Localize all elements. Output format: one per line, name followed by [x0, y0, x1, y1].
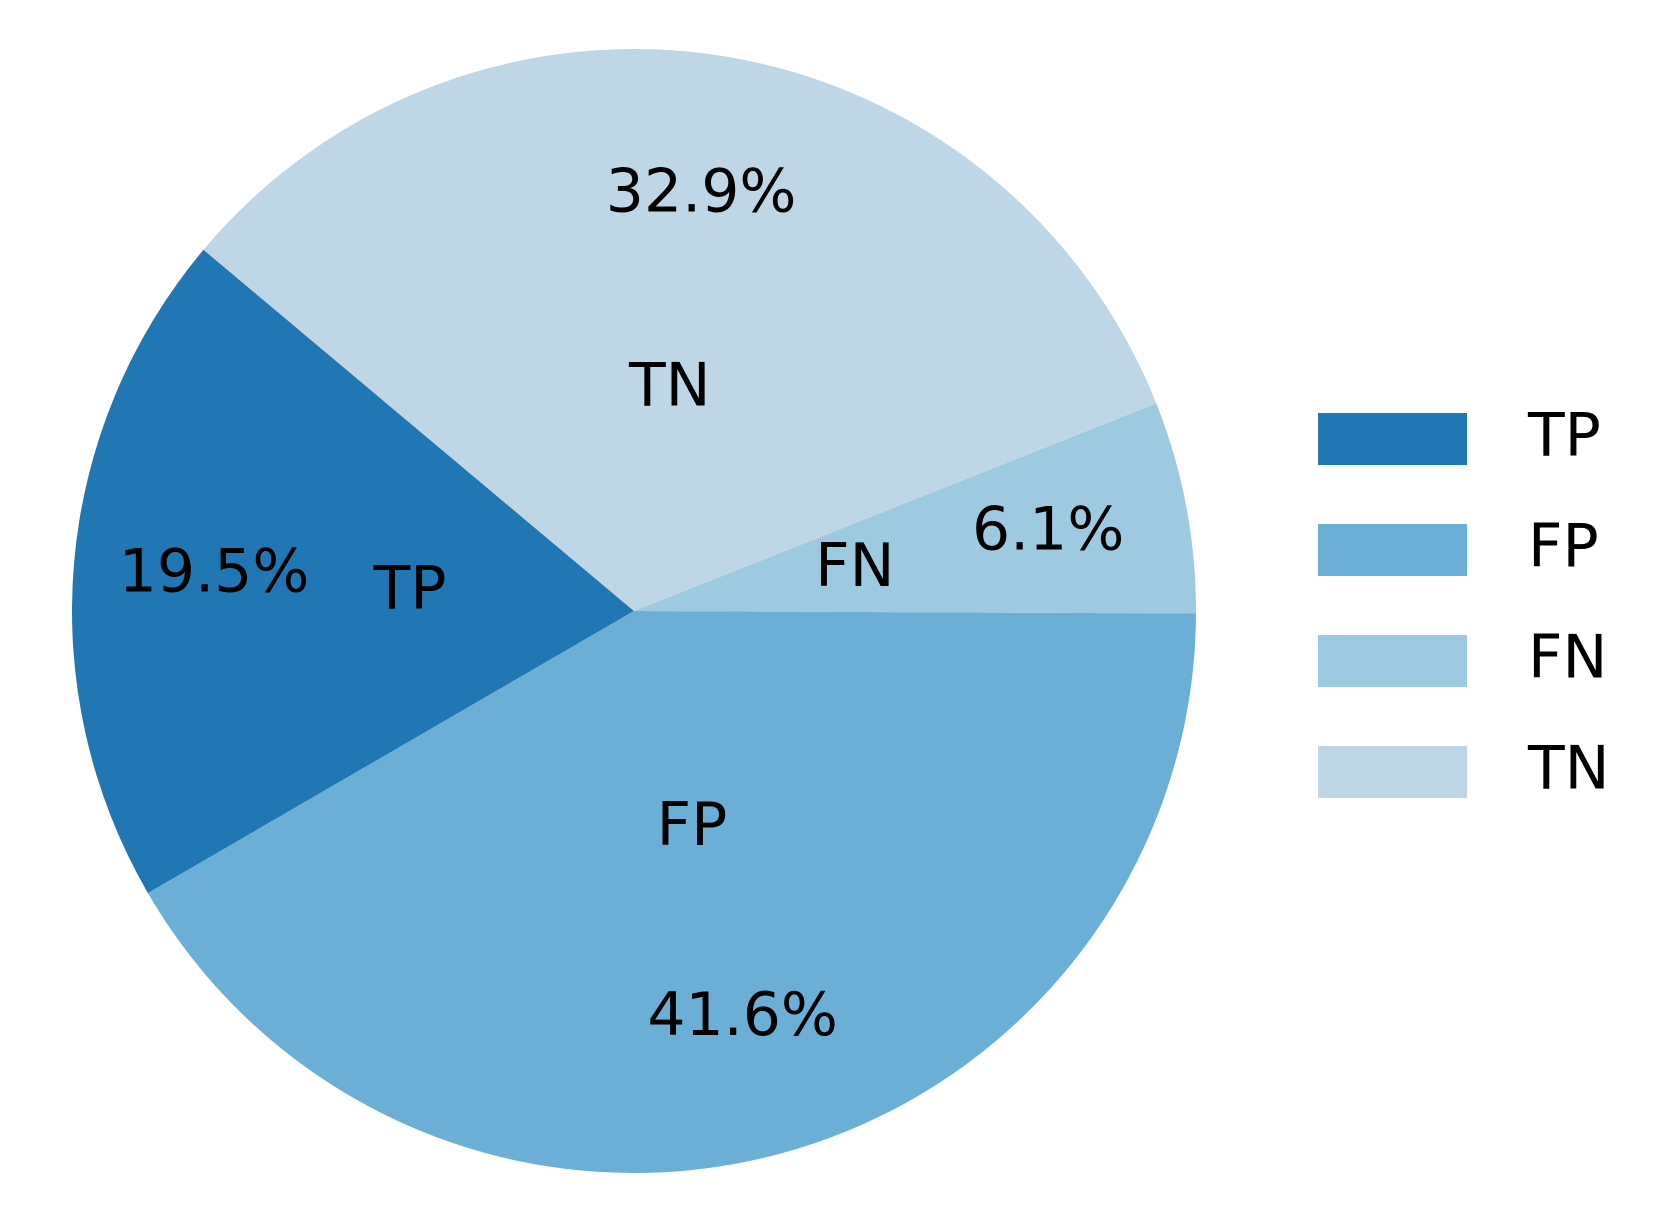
pie-slice [147, 611, 1196, 1174]
legend-label: TN [1527, 734, 1610, 804]
value-label: 32.9% [606, 156, 797, 226]
legend-label: TP [1527, 401, 1601, 471]
slice-label: FN [815, 531, 894, 601]
value-label: 6.1% [972, 494, 1124, 564]
slice-label: FP [657, 790, 728, 860]
legend-swatch [1318, 413, 1467, 465]
legend-swatch [1318, 746, 1467, 798]
legend-label: FN [1528, 623, 1607, 693]
legend-swatch [1318, 524, 1467, 576]
legend-label: FP [1528, 512, 1599, 582]
pie-slice [203, 48, 1157, 611]
value-label: 19.5% [119, 536, 310, 606]
pie-slice [634, 403, 1197, 614]
legend-swatch [1318, 635, 1467, 687]
slice-label: TN [628, 351, 711, 421]
pie-slice [72, 249, 634, 894]
value-label: 41.6% [647, 980, 838, 1050]
slice-label: TP [373, 553, 447, 623]
